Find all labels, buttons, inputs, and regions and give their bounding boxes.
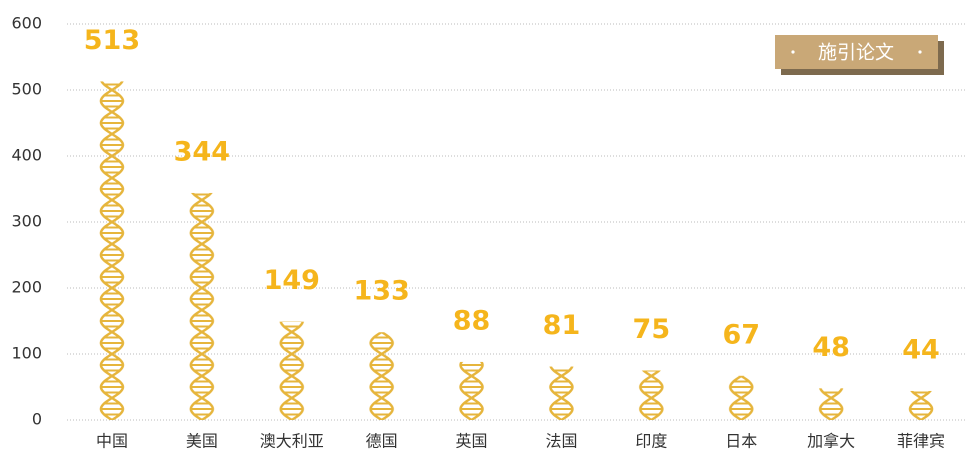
y-tick-label: 500 — [11, 80, 42, 99]
value-label: 88 — [453, 305, 491, 336]
bar — [157, 193, 247, 420]
bar — [696, 376, 786, 420]
bar — [786, 388, 876, 420]
bar — [517, 367, 607, 420]
x-tick-label: 德国 — [366, 432, 398, 451]
x-tick-label: 美国 — [186, 432, 218, 451]
x-tick-label: 印度 — [635, 432, 667, 451]
y-tick-label: 600 — [11, 14, 42, 33]
bar — [427, 362, 517, 420]
bar — [67, 81, 157, 420]
y-tick-label: 100 — [11, 344, 42, 363]
bar — [337, 332, 427, 420]
value-label: 67 — [722, 319, 760, 350]
y-tick-label: 0 — [32, 410, 42, 429]
value-label: 75 — [633, 314, 671, 345]
value-label: 344 — [174, 136, 230, 167]
x-tick-label: 加拿大 — [807, 432, 855, 451]
bar — [606, 371, 696, 421]
value-label: 48 — [812, 332, 850, 363]
bar — [247, 322, 337, 420]
bar — [876, 391, 966, 420]
x-tick-label: 英国 — [456, 432, 488, 451]
legend: 施引论文 — [775, 35, 944, 75]
x-tick-label: 法国 — [545, 432, 577, 451]
x-tick-label: 中国 — [96, 432, 128, 451]
value-label: 44 — [902, 334, 940, 365]
value-label: 81 — [543, 310, 581, 341]
x-tick-label: 菲律宾 — [897, 432, 945, 451]
value-label: 133 — [353, 276, 409, 307]
legend-dot — [791, 50, 794, 53]
value-label: 513 — [84, 25, 140, 56]
chart: 施引论文 0 100 200 300 400 500 600 中国 513 美国 344 澳大利亚 14… — [0, 0, 966, 451]
x-tick-label: 日本 — [725, 432, 757, 451]
value-label: 149 — [264, 265, 320, 296]
y-tick-label: 400 — [11, 146, 42, 165]
legend-label: 施引论文 — [818, 42, 894, 64]
legend-dot — [918, 50, 921, 53]
y-tick-label: 200 — [11, 278, 42, 297]
y-tick-label: 300 — [11, 212, 42, 231]
x-tick-label: 澳大利亚 — [260, 432, 324, 451]
